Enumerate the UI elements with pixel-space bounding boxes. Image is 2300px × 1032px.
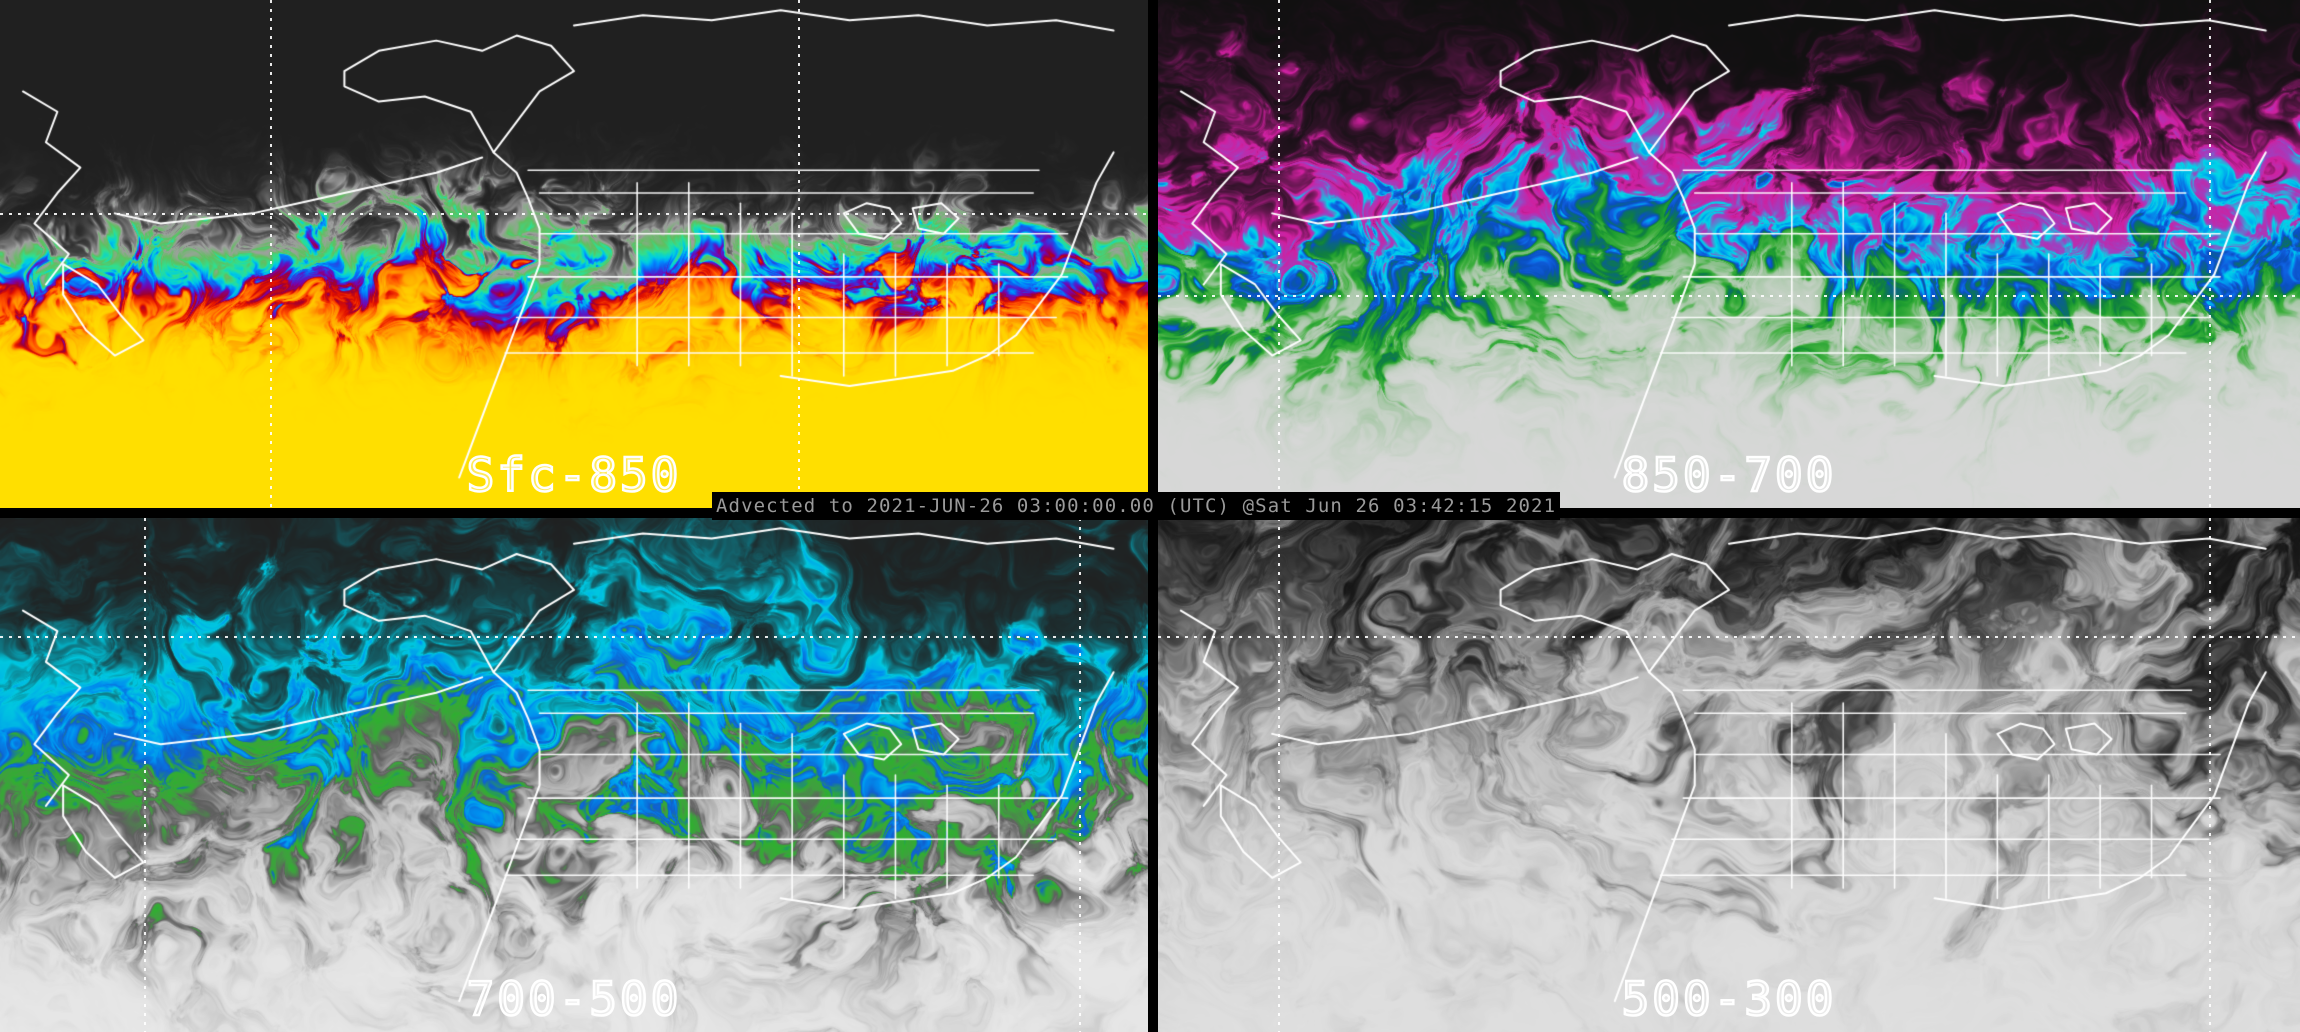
panel-850-700-imagery: [1158, 0, 2300, 508]
panel-700-500[interactable]: 700-500: [0, 518, 1148, 1032]
panel-850-700[interactable]: 850-700: [1158, 0, 2300, 508]
panel-700-500-imagery: [0, 518, 1148, 1032]
panel-sfc-850[interactable]: Sfc-850: [0, 0, 1148, 508]
panel-500-300[interactable]: 500-300: [1158, 518, 2300, 1032]
panel-sfc-850-imagery: [0, 0, 1148, 508]
panel-500-300-imagery: [1158, 518, 2300, 1032]
timestamp-banner: Advected to 2021-JUN-26 03:00:00.00 (UTC…: [712, 492, 1561, 520]
